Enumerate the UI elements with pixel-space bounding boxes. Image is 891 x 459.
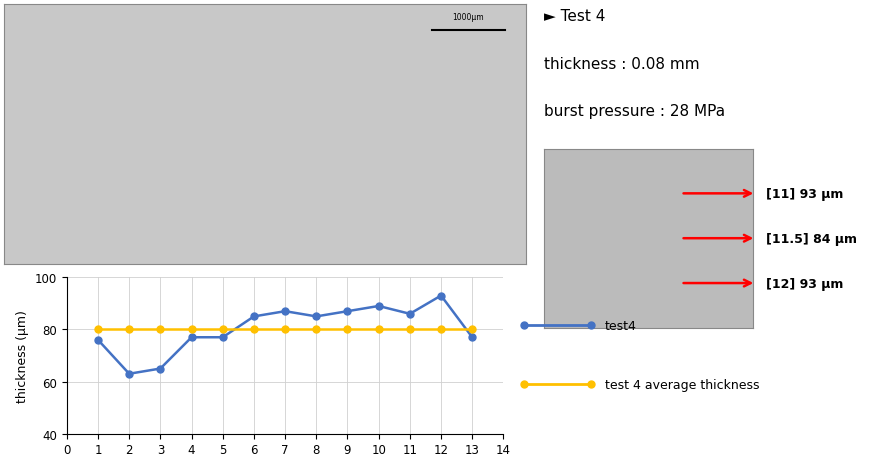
Text: [11] 93 μm: [11] 93 μm xyxy=(766,187,844,201)
Text: ► Test 4: ► Test 4 xyxy=(544,9,605,24)
Text: burst pressure : 28 MPa: burst pressure : 28 MPa xyxy=(544,104,724,119)
Y-axis label: thickness (μm): thickness (μm) xyxy=(16,309,29,402)
Text: [11.5] 84 μm: [11.5] 84 μm xyxy=(766,232,857,245)
Text: test4: test4 xyxy=(605,319,637,332)
Text: thickness : 0.08 mm: thickness : 0.08 mm xyxy=(544,56,699,72)
Text: [12] 93 μm: [12] 93 μm xyxy=(766,277,844,290)
Text: 1000μm: 1000μm xyxy=(453,13,484,22)
Text: test 4 average thickness: test 4 average thickness xyxy=(605,378,759,391)
